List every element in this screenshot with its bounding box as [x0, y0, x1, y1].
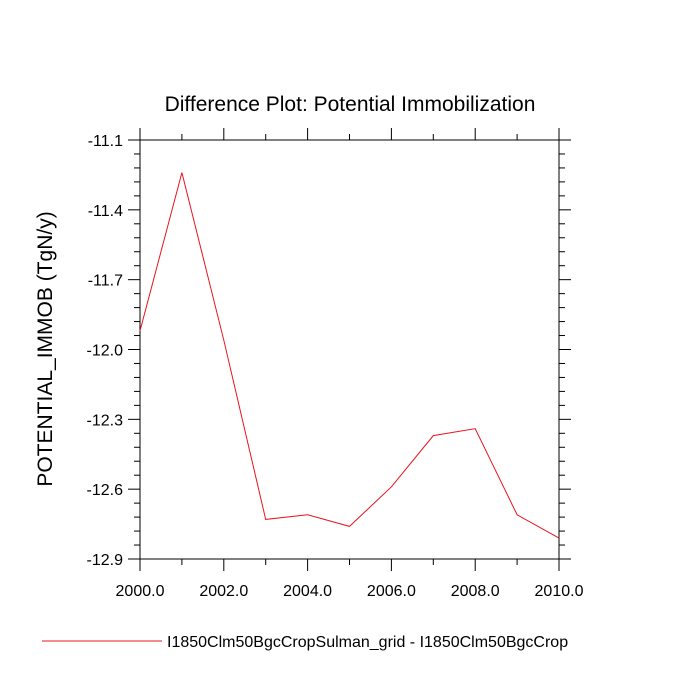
- y-tick-label: -11.7: [88, 273, 123, 290]
- series-layer: [139, 172, 560, 539]
- x-tick-label: 2008.0: [451, 583, 500, 600]
- legend-label: I1850Clm50BgcCropSulman_grid - I1850Clm5…: [167, 634, 568, 651]
- plot-frame: [139, 139, 560, 560]
- ticks-layer: [128, 128, 571, 571]
- y-tick-label: -11.4: [88, 203, 123, 220]
- x-tick-label: 2004.0: [283, 583, 332, 600]
- x-tick-label: 2006.0: [367, 583, 416, 600]
- x-tick-label: 2002.0: [199, 583, 248, 600]
- y-axis-label: POTENTIAL_IMMOB (TgN/y): [34, 211, 57, 486]
- x-tick-label: 2000.0: [116, 583, 165, 600]
- y-tick-label: -12.0: [87, 343, 124, 360]
- x-tick-label: 2010.0: [535, 583, 584, 600]
- legend: I1850Clm50BgcCropSulman_grid - I1850Clm5…: [42, 634, 568, 651]
- y-tick-label: -11.1: [88, 133, 123, 150]
- y-tick-label: -12.3: [87, 412, 124, 429]
- y-axis-label-group: POTENTIAL_IMMOB (TgN/y): [34, 211, 57, 486]
- y-tick-label: -12.6: [87, 482, 124, 499]
- chart-title: Difference Plot: Potential Immobilizatio…: [165, 93, 536, 116]
- tick-labels-layer: 2000.0 2002.0 2004.0 2006.0 2008.0 2010.0 -11.…: [87, 133, 584, 600]
- series-line-0: [139, 172, 560, 539]
- y-tick-label: -12.9: [87, 552, 124, 569]
